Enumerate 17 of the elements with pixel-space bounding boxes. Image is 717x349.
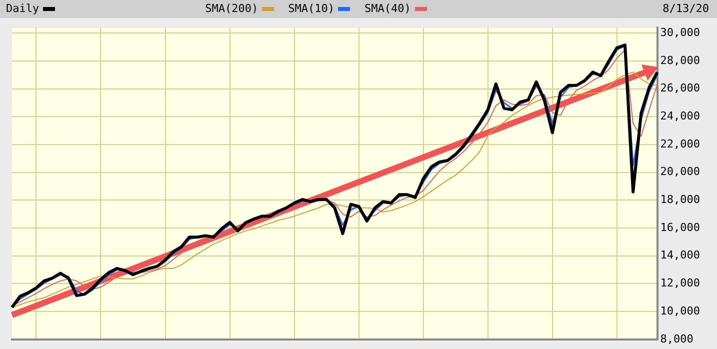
y-tick-label: 14,000 (660, 248, 700, 262)
y-tick-label: 16,000 (660, 220, 700, 234)
legend-label: Daily (6, 1, 40, 17)
y-tick-label: 28,000 (660, 54, 700, 67)
y-tick-label: 10,000 (660, 304, 700, 318)
y-tick-label: 18,000 (660, 193, 700, 206)
y-tick-label: 30,000 (660, 26, 700, 40)
legend-label: SMA(40) (364, 1, 412, 17)
legend-label: SMA(10) (288, 1, 336, 17)
y-tick-label: 24,000 (660, 110, 700, 123)
y-tick-label: 26,000 (660, 82, 700, 95)
y-tick-label: 8,000 (660, 332, 694, 346)
y-tick-label: 22,000 (660, 137, 700, 150)
legend-label: SMA(200) (205, 1, 260, 17)
y-tick-label: 12,000 (660, 276, 700, 290)
text: 8/13/20 (662, 1, 709, 17)
y-tick-label: 20,000 (660, 165, 700, 178)
